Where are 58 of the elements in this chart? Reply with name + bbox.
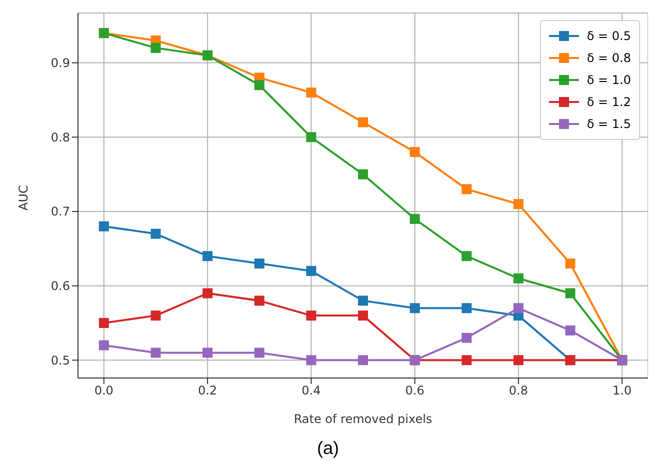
point [358, 117, 368, 128]
legend-label: δ = 1.0 [586, 73, 631, 87]
x-axis-title: Rate of removed pixels [294, 412, 432, 426]
point [306, 355, 316, 366]
point [202, 251, 213, 262]
point [565, 288, 576, 298]
legend-label: δ = 1.2 [586, 95, 631, 109]
point [150, 228, 161, 239]
point [98, 340, 109, 350]
point [306, 88, 316, 98]
point [150, 348, 161, 358]
point [513, 199, 524, 210]
point [565, 258, 576, 269]
point [306, 310, 316, 321]
y-axis-title: AUC [16, 185, 30, 210]
point [306, 132, 316, 142]
point [410, 303, 420, 314]
point [462, 355, 472, 366]
point [98, 221, 109, 232]
point [462, 303, 472, 314]
y-tick-label: 0.7 [50, 204, 70, 219]
legend-label: δ = 0.5 [586, 29, 631, 43]
point [254, 258, 264, 269]
x-tick-label: 0.8 [508, 384, 528, 398]
point [98, 318, 109, 328]
point [150, 42, 161, 53]
legend-label: δ = 0.8 [586, 51, 631, 65]
y-tick-label: 0.8 [50, 130, 70, 144]
point [150, 310, 161, 321]
point [306, 266, 316, 276]
point [358, 169, 368, 180]
x-tick-label: 0.0 [94, 384, 114, 398]
point [513, 355, 524, 366]
x-tick-label: 0.6 [405, 384, 424, 398]
point [254, 80, 264, 90]
point [410, 214, 420, 224]
point [358, 310, 368, 321]
point [254, 348, 264, 358]
point [462, 332, 472, 343]
point [565, 325, 576, 336]
point [462, 251, 472, 262]
x-tick-label: 0.4 [302, 384, 321, 398]
point [513, 273, 524, 284]
x-tick-label: 1.0 [612, 384, 632, 398]
point [358, 296, 368, 306]
point [202, 348, 213, 358]
text: (a) [316, 438, 340, 459]
point [358, 355, 368, 366]
point [462, 184, 472, 194]
point [254, 296, 264, 306]
y-tick-label: 0.9 [50, 56, 70, 70]
point [513, 303, 524, 314]
point [202, 288, 213, 298]
y-tick-label: 0.5 [50, 353, 70, 368]
x-tick-label: 0.2 [198, 384, 218, 398]
legend-label: δ = 1.5 [586, 117, 631, 131]
point [410, 147, 420, 158]
y-tick-label: 0.6 [50, 279, 70, 294]
